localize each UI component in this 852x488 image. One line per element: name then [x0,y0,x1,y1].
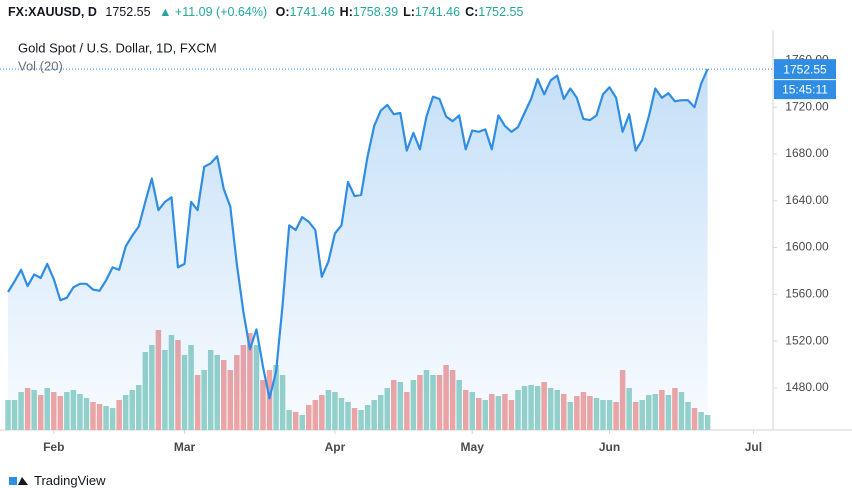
x-tick-label: May [461,440,485,454]
ohlc-value: 1741.46 [289,5,335,19]
ohlc-label: C: [465,5,479,19]
last-price: 1752.55 [105,5,151,19]
x-tick-label: Mar [174,440,196,454]
ohlc-label: H: [339,5,353,19]
y-tick-label: 1680.00 [785,146,829,160]
last-price-label: 1752.55 [783,62,827,76]
brand: TradingView [34,473,106,488]
chart: Gold Spot / U.S. Dollar, 1D, FXCM Vol (2… [0,30,852,454]
x-tick-label: Jul [745,440,762,454]
ohlc: O:1741.46 H:1758.39 L:1741.46 C:1752.55 [276,5,529,19]
x-tick-label: Feb [43,440,64,454]
ohlc-value: 1741.46 [414,5,461,19]
volume-label: Vol (20) [18,58,63,73]
price-line [7,68,709,400]
ohlc-value: 1752.55 [478,5,524,19]
ohlc-label: O: [275,5,290,19]
price-change: ▲ +11.09 (+0.64%) [159,5,268,19]
logo [9,476,28,485]
volume-bar [704,415,711,430]
ohlc-value: 1758.39 [352,5,399,19]
y-tick-label: 1480.00 [785,380,829,394]
x-tick-label: Jun [599,440,620,454]
last-price-box [774,59,836,80]
y-tick-label: 1520.00 [785,333,829,347]
y-tick-label: 1640.00 [785,193,829,207]
area-fill [8,69,708,430]
footer: TradingView [8,473,106,488]
y-tick-label: 1600.00 [785,240,829,254]
countdown-label: 15:45:11 [782,82,828,96]
x-tick-label: Apr [325,440,346,454]
y-tick-label: 1720.00 [785,99,829,113]
symbol: FX:XAUUSD, D [8,5,97,19]
symbol-header: FX:XAUUSD, D 1752.55 ▲ +11.09 (+0.64%) O… [8,5,533,19]
ohlc-label: L: [403,5,415,19]
countdown-box [774,80,836,100]
y-tick-label: 1560.00 [785,286,829,300]
chart-title: Gold Spot / U.S. Dollar, 1D, FXCM [18,40,217,55]
